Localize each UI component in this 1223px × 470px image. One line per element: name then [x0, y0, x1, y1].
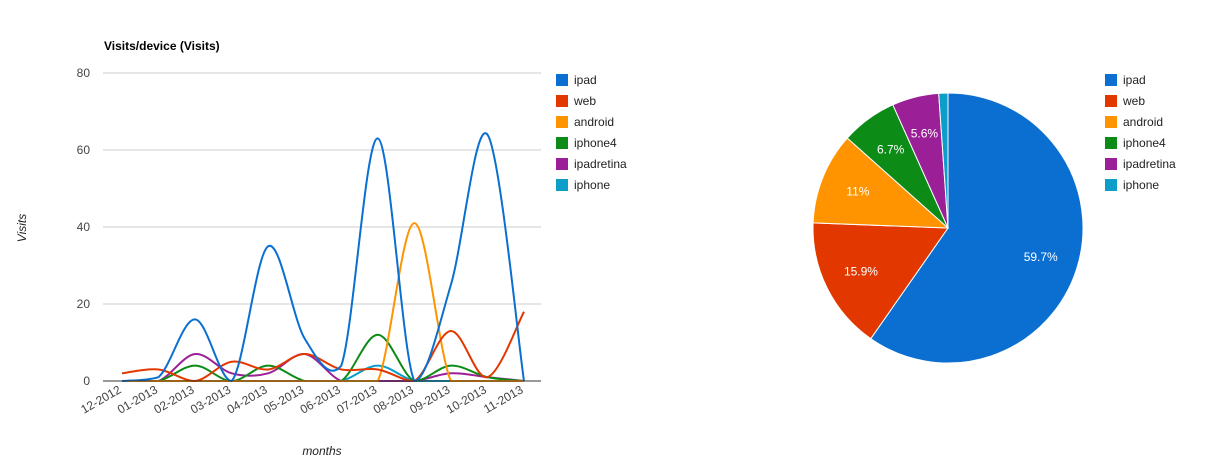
line-series-ipad[interactable]: [121, 132, 525, 383]
x-tick-label: 01-2013: [115, 382, 160, 416]
pie-legend-item-ipad[interactable]: ipad: [1105, 69, 1176, 90]
y-axis-label: Visits: [15, 214, 29, 242]
x-tick-label: 08-2013: [371, 382, 416, 416]
pie-slice-iphone[interactable]: [938, 92, 949, 229]
pie-slices: 59.7% 15.9% 11% 6.7% 5.6%: [812, 92, 1084, 364]
legend-swatch-icon: [556, 157, 568, 170]
legend-swatch-icon: [556, 178, 568, 191]
pie-slice-label: 11%: [846, 185, 869, 199]
x-tick-label: 04-2013: [225, 382, 270, 416]
legend-label: android: [574, 114, 615, 129]
legend-label: web: [574, 93, 597, 108]
legend-swatch-icon: [1105, 157, 1117, 170]
legend-label: ipad: [574, 72, 597, 87]
legend-label: web: [1123, 93, 1146, 108]
line-chart: Visits/device (Visits) 0 20 40 60 80 12-2012…: [15, 39, 541, 458]
line-legend-item-ipadretina[interactable]: ipadretina: [556, 153, 627, 174]
line-legend-item-iphone4[interactable]: iphone4: [556, 132, 627, 153]
x-tick-label: 03-2013: [188, 382, 233, 416]
legend-label: iphone4: [1123, 135, 1166, 150]
legend-swatch-icon: [1105, 94, 1117, 107]
line-legend-item-iphone[interactable]: iphone: [556, 174, 627, 195]
legend-swatch-icon: [1105, 136, 1117, 149]
x-tick-label: 09-2013: [407, 382, 452, 416]
x-tick-label: 06-2013: [298, 382, 343, 416]
pie-slice-ipad[interactable]: [870, 92, 1084, 364]
line-legend-item-web[interactable]: web: [556, 90, 627, 111]
legend-label: android: [1123, 114, 1164, 129]
pie-slice-label: 15.9%: [844, 264, 878, 278]
pie-slice-web[interactable]: [812, 222, 949, 340]
legend-swatch-icon: [1105, 115, 1117, 128]
pie-slice-label: 59.7%: [1024, 250, 1058, 264]
legend-swatch-icon: [556, 115, 568, 128]
legend-swatch-icon: [556, 94, 568, 107]
line-legend-item-ipad[interactable]: ipad: [556, 69, 627, 90]
legend-label: iphone: [1123, 177, 1160, 192]
legend-swatch-icon: [1105, 178, 1117, 191]
pie-slice-label: 5.6%: [911, 127, 939, 141]
y-tick-label: 80: [77, 66, 91, 80]
legend-label: ipadretina: [574, 156, 627, 171]
x-tick-label: 11-2013: [481, 382, 526, 416]
gridlines: [103, 72, 541, 305]
line-chart-legend: ipad web android iphone4 ipadretina iphone: [556, 69, 627, 195]
y-tick-label: 60: [77, 143, 91, 157]
x-tick-label: 07-2013: [334, 382, 379, 416]
legend-swatch-icon: [1105, 73, 1117, 86]
x-tick-label: 02-2013: [151, 382, 196, 416]
pie-legend-item-android[interactable]: android: [1105, 111, 1176, 132]
x-tick-label: 10-2013: [444, 382, 489, 416]
pie-slice-label: 6.7%: [877, 143, 905, 157]
line-series-web[interactable]: [121, 311, 525, 383]
legend-label: iphone: [574, 177, 611, 192]
y-tick-label: 40: [77, 220, 91, 234]
legend-label: ipad: [1123, 72, 1146, 87]
pie-legend-item-iphone[interactable]: iphone: [1105, 174, 1176, 195]
line-series-android[interactable]: [122, 222, 524, 382]
y-axis-ticks: 0 20 40 60 80: [77, 66, 91, 388]
pie-legend-item-iphone4[interactable]: iphone4: [1105, 132, 1176, 153]
legend-swatch-icon: [556, 73, 568, 86]
pie-legend-item-ipadretina[interactable]: ipadretina: [1105, 153, 1176, 174]
y-tick-label: 20: [77, 297, 91, 311]
x-tick-label: 05-2013: [261, 382, 306, 416]
x-axis-ticks: 12-201201-201302-201303-201304-201305-20…: [78, 382, 525, 416]
x-axis-label: months: [302, 444, 341, 458]
legend-swatch-icon: [556, 136, 568, 149]
line-series-group: [121, 132, 525, 383]
pie-legend-item-web[interactable]: web: [1105, 90, 1176, 111]
pie-chart-legend: ipad web android iphone4 ipadretina iphone: [1105, 69, 1176, 195]
chart-title: Visits/device (Visits): [104, 39, 220, 53]
legend-label: iphone4: [574, 135, 617, 150]
pie-slice-android[interactable]: [812, 137, 950, 229]
y-tick-label: 0: [83, 374, 90, 388]
legend-label: ipadretina: [1123, 156, 1176, 171]
line-legend-item-android[interactable]: android: [556, 111, 627, 132]
